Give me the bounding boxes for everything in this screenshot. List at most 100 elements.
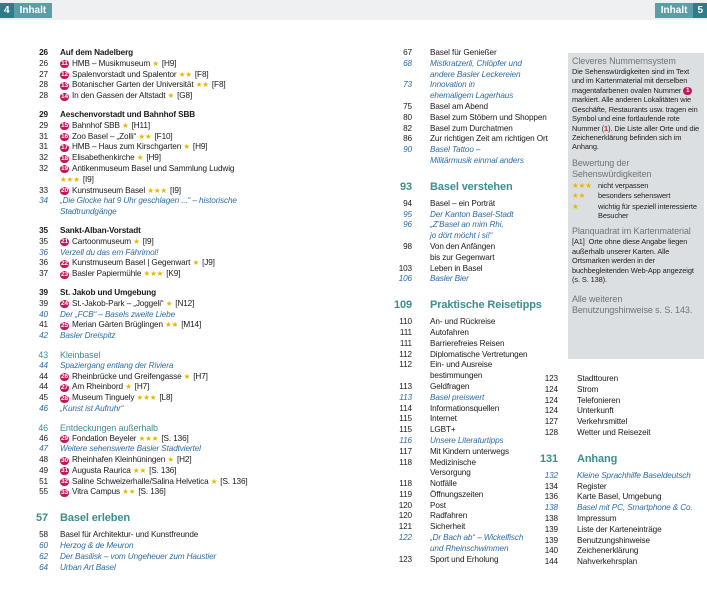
toc-entry: 34 „Die Glocke hat 9 Uhr geschlagen ...“ …	[28, 196, 258, 218]
star	[139, 434, 146, 443]
entry-title: Merian Gärten Brüglingen	[72, 320, 163, 330]
toc-entry: 80 Basel zum Stöbern und Shoppen	[392, 113, 560, 124]
entry-title: Basel zum Stöbern und Shoppen	[430, 112, 547, 122]
entry-text: Basel am Abend	[430, 102, 560, 113]
entry-text: Basel preiswert	[430, 393, 560, 404]
star	[184, 372, 191, 381]
entry-title: Barrierefreies Reisen	[430, 338, 505, 348]
page-number: 111	[399, 327, 412, 337]
grid-ref: [F8]	[194, 69, 209, 79]
entry-line: Mistkratzerli, Chlöpfer und	[430, 58, 522, 68]
entry-text: Basel Tattoo – Militärmusik einmal anders	[430, 145, 560, 167]
toc-column: 67 Basel für Genießer 68 Mistkratzerli, Chl…	[392, 48, 560, 565]
entry-line: Basel Tattoo –	[430, 145, 481, 155]
star	[150, 269, 157, 278]
star	[183, 142, 190, 151]
entry-text: Der „FCB“ – Basels zweite Liebe	[60, 310, 258, 321]
star	[137, 393, 144, 402]
entry-title: „Kunst ist Aufruhr“	[60, 403, 124, 413]
star	[572, 191, 579, 200]
page-number: 49	[39, 465, 48, 475]
star	[179, 70, 186, 79]
toc-entry: 93 Basel verstehen	[392, 180, 560, 194]
entry-title: Sankt-Alban-Vorstadt	[60, 225, 141, 235]
star	[579, 181, 586, 190]
entry-title: Anhang	[577, 452, 618, 465]
entry-text: Mistkratzerli, Chlöpfer und andere Basler…	[430, 59, 560, 81]
star	[122, 121, 129, 130]
entry-title: Fondation Beyeler	[72, 433, 137, 443]
star	[211, 477, 218, 486]
page-number: 29	[39, 109, 48, 119]
entry-text: Zur richtigen Zeit am richtigen Ort	[430, 134, 560, 145]
toc-entry: 120 Post	[392, 501, 560, 512]
toc-entry: 36 Verzell du das em Fährimol!	[28, 248, 258, 259]
entry-text: Radfahren	[430, 511, 560, 522]
star	[145, 434, 152, 443]
entry-text: Herzog & de Meuron	[60, 541, 258, 552]
entry-text: Stadttouren	[577, 374, 704, 385]
entry-title: Basel verstehen	[430, 180, 513, 193]
page-number: 64	[39, 562, 48, 572]
toc-entry: 113 Basel preiswert	[392, 393, 560, 404]
page-number: 118	[399, 457, 412, 467]
badge: 24	[60, 300, 69, 309]
grid-ref: [S. 136]	[161, 433, 189, 443]
entry-title: Urban Art Basel	[60, 562, 116, 572]
page-number: 124	[544, 395, 558, 405]
page-number: 110	[399, 317, 412, 327]
entry-text: Liste der Karteneinträge	[577, 525, 704, 536]
grid-ref: [H9]	[161, 58, 177, 68]
page-number: 4	[0, 3, 14, 18]
page-number: 58	[39, 530, 48, 540]
badge: 25	[60, 321, 69, 330]
toc-entry: 32 19 Antikenmuseum Basel und Sammlung Lud…	[28, 164, 258, 186]
entry-line: Innovation in	[430, 80, 475, 90]
toc-entry: 124 Unterkunft	[538, 406, 704, 417]
entry-title: Sport und Erholung	[430, 554, 499, 564]
page-number: 132	[544, 470, 558, 480]
grid-ref: [H2]	[176, 455, 192, 465]
star	[60, 175, 67, 184]
star	[157, 269, 164, 278]
entry-title: Elisabethenkirche	[72, 153, 135, 163]
page-number: 28	[39, 91, 48, 101]
page-number: 90	[403, 145, 412, 155]
entry-line: Militärmusik einmal anders	[430, 155, 524, 165]
entry-title: Basel – ein Porträt	[430, 198, 496, 208]
entry-title: Sicherheit	[430, 522, 466, 532]
page-number: 124	[544, 406, 558, 416]
page-number: 26	[39, 48, 48, 57]
toc-entry: 57 Basel erleben	[28, 511, 258, 525]
badge: 18	[60, 154, 69, 163]
entry-title: Auf dem Nadelberg	[60, 48, 134, 57]
toc-entry: 138 Impressum	[538, 514, 704, 525]
entry-text: Register	[577, 482, 704, 493]
entry-title: Öffnungszeiten	[430, 489, 484, 499]
toc-entry: 112 Diplomatische Vertretungen	[392, 350, 560, 361]
toc-column: 26 Auf dem Nadelberg 26 11 HMB – Musikmuseum…	[28, 48, 258, 573]
entry-text: Geldfragen	[430, 382, 560, 393]
toc-entry: 117 Mit Kindern unterwegs	[392, 447, 560, 458]
entry-title: Zoo Basel – „Zolli“	[72, 131, 137, 141]
entry-title: Kunstmuseum Basel	[72, 185, 146, 195]
grid-ref: [M14]	[181, 320, 202, 330]
entry-text: 32 Saline Schweizerhalle/Salina Helvetica…	[60, 477, 258, 488]
page-number: 106	[398, 274, 412, 284]
toc-entry: 43 Kleinbasel	[28, 350, 258, 361]
badge: 16	[60, 133, 69, 142]
star	[168, 91, 175, 100]
entry-title: Basler Papiermühle	[72, 269, 142, 279]
